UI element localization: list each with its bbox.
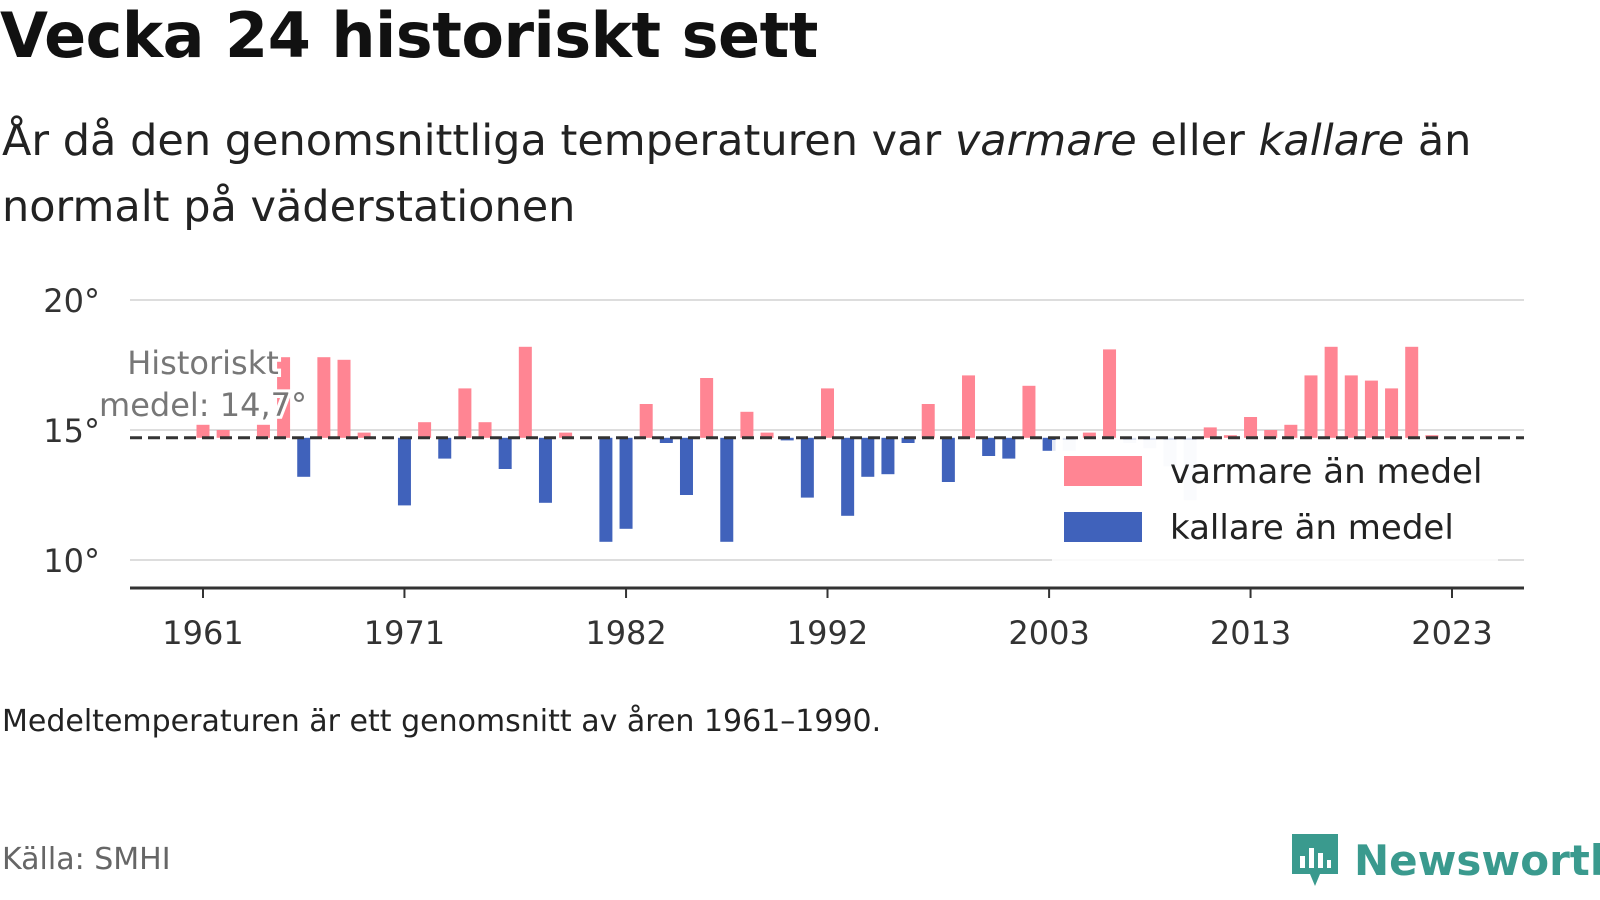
bar-warm [821,388,834,438]
bar-warm [921,404,935,438]
bar-warm [1405,346,1419,438]
bar-cold [901,437,915,443]
subtitle-warm-word: varmare [954,116,1137,166]
brand-name: Newsworthy [1354,835,1600,885]
x-tick-label: 1982 [585,614,666,652]
y-tick-label: 15° [43,412,100,450]
bar-cold [1002,437,1016,459]
chart-title: Vecka 24 historiskt sett [0,0,818,72]
bar-warm [1385,388,1399,438]
legend-label: kallare än medel [1170,508,1454,548]
bar-cold [397,437,411,506]
bar-warm [1022,385,1036,438]
subtitle-text-1: År då den genomsnittliga temperaturen va… [2,116,955,166]
bar-cold [297,437,311,477]
chart-note: Medeltemperaturen är ett genomsnitt av å… [2,704,882,739]
x-tick-label: 2003 [1008,614,1089,652]
bar-warm [216,430,230,438]
bar-warm [639,404,653,438]
bar-cold [659,437,673,443]
source-label: Källa: SMHI [2,842,171,877]
bar-warm [418,422,432,438]
y-tick-label: 10° [43,542,100,580]
legend-swatch [1064,512,1142,542]
x-tick-label: 1992 [787,614,868,652]
bar-cold [982,437,996,456]
bar-warm [1304,375,1318,438]
bar-cold [720,437,734,542]
bar-cold [538,437,552,503]
baseline-label: Historiskt [127,344,279,382]
bar-cold [881,437,895,475]
baseline-label: medel: 14,7° [99,386,307,424]
legend-label: varmare än medel [1170,452,1482,492]
bar-warm [1244,417,1258,438]
bar-warm [1324,346,1338,438]
bar-warm [458,388,472,438]
subtitle-text-3: än normalt på väderstationen [2,116,1472,232]
bar-warm [337,359,351,438]
chart-subtitle: År då den genomsnittliga temperaturen va… [2,108,1562,240]
bar-cold [800,437,814,498]
bar-warm [740,411,754,438]
x-tick-label: 2013 [1210,614,1291,652]
legend-swatch [1064,456,1142,486]
bar-warm [1264,430,1278,438]
brand-logo[interactable]: Newsworthy [1290,828,1600,892]
bar-warm [1203,427,1217,438]
bar-warm [559,432,573,438]
bar-warm [1103,349,1117,438]
bar-warm [1082,432,1096,438]
bar-warm [700,378,714,438]
bar-warm [1344,375,1358,438]
bar-warm [478,422,492,438]
bar-warm [1284,424,1298,438]
bar-cold [438,437,452,459]
bar-warm [962,375,976,438]
bar-warm [277,357,291,438]
bar-cold [861,437,875,477]
bar-warm [357,432,371,438]
bar-cold [619,437,633,529]
subtitle-text-2: eller [1136,116,1259,166]
newsworthy-logo-icon [1292,834,1338,886]
x-tick-label: 1961 [162,614,243,652]
y-tick-label: 20° [43,282,100,320]
bar-warm [196,424,210,438]
bar-warm [760,432,774,438]
x-tick-label: 1971 [364,614,445,652]
bar-warm [317,357,331,438]
temperature-bar-chart: 10° 15° 20° Historiskt medel: 14,7° 1961 1971 1… [43,282,1524,652]
bar-cold [498,437,512,469]
subtitle-cold-word: kallare [1258,116,1405,166]
bar-cold [679,437,693,495]
bar-warm [1364,380,1378,438]
x-tick-label: 2023 [1411,614,1492,652]
bar-warm [256,424,270,438]
bar-cold [841,437,855,516]
bar-warm [518,346,532,438]
bar-cold [941,437,955,482]
bar-cold [599,437,613,542]
